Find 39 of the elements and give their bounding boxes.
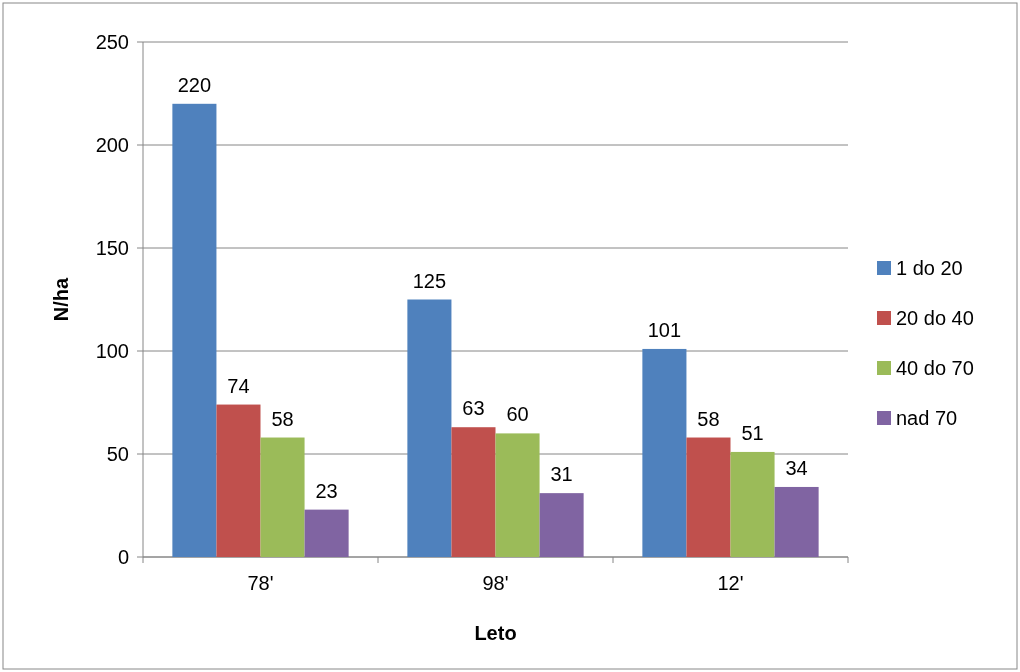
x-axis-title: Leto — [474, 622, 517, 644]
data-label: 63 — [462, 397, 485, 420]
data-label: 31 — [550, 463, 573, 486]
data-label: 58 — [271, 407, 294, 430]
bar — [260, 437, 305, 557]
data-label: 51 — [741, 421, 764, 444]
bar — [642, 348, 687, 557]
data-label: 101 — [647, 318, 682, 341]
bar — [304, 509, 349, 557]
data-label: 60 — [506, 403, 529, 426]
data-label: 220 — [177, 73, 212, 96]
data-label: 23 — [315, 479, 338, 502]
bar — [451, 427, 496, 557]
bar — [172, 103, 217, 557]
bar — [216, 404, 261, 557]
y-tick-label: 50 — [106, 443, 129, 465]
data-label: 34 — [785, 456, 808, 479]
bar — [774, 486, 819, 557]
x-tick-label: 12' — [717, 572, 744, 594]
x-tick-label: 78' — [247, 572, 274, 594]
bar — [407, 299, 452, 557]
y-tick-label: 0 — [117, 546, 129, 568]
y-tick-label: 200 — [95, 134, 129, 156]
bar — [686, 437, 731, 557]
bar — [495, 433, 540, 557]
legend-label: 40 do 70 — [896, 357, 974, 379]
legend-label: nad 70 — [896, 407, 958, 429]
data-label: 58 — [697, 407, 720, 430]
data-label: 74 — [227, 374, 250, 397]
legend-label: 1 do 20 — [896, 257, 963, 279]
bar — [539, 493, 584, 557]
y-tick-label: 100 — [95, 340, 129, 362]
y-axis-title: N/ha — [50, 276, 72, 322]
x-tick-label: 98' — [482, 572, 509, 594]
legend-label: 20 do 40 — [896, 307, 974, 329]
data-label: 125 — [412, 269, 447, 292]
y-tick-label: 150 — [95, 237, 129, 259]
bar — [730, 451, 775, 557]
y-tick-label: 250 — [95, 31, 129, 53]
